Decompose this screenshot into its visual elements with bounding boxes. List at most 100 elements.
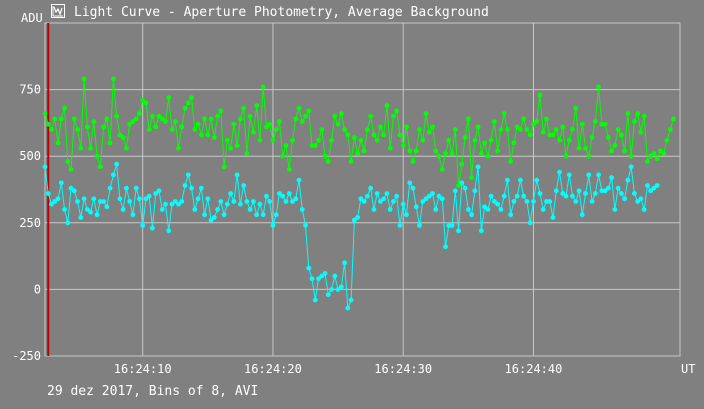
data-point — [45, 191, 51, 196]
data-point — [462, 185, 468, 191]
data-point — [163, 201, 168, 207]
data-point — [351, 135, 357, 140]
data-point — [133, 116, 139, 122]
data-point — [264, 193, 269, 199]
data-point — [443, 244, 448, 250]
data-point — [299, 119, 305, 124]
data-point — [97, 164, 103, 170]
data-point — [185, 172, 191, 178]
data-point — [589, 199, 595, 204]
data-point — [81, 76, 87, 82]
data-point — [179, 124, 185, 130]
data-point — [384, 103, 390, 108]
data-point — [498, 127, 504, 132]
data-point — [638, 129, 644, 135]
data-point — [472, 188, 478, 194]
data-point — [358, 196, 364, 202]
data-point — [78, 215, 84, 220]
data-point — [117, 132, 123, 138]
data-point — [348, 297, 354, 303]
data-point — [482, 204, 488, 210]
data-point — [267, 121, 273, 127]
data-point — [228, 191, 234, 196]
data-point — [400, 201, 406, 207]
data-point — [153, 124, 159, 130]
data-point — [527, 220, 533, 226]
data-point — [332, 113, 338, 119]
data-point — [638, 196, 644, 202]
data-point — [101, 199, 107, 204]
data-point — [156, 188, 162, 194]
data-point — [107, 140, 113, 146]
data-point — [338, 111, 344, 116]
data-point — [348, 159, 354, 164]
data-point — [446, 137, 452, 143]
data-point — [150, 225, 155, 231]
data-point — [430, 191, 435, 196]
data-point — [439, 196, 445, 202]
data-point — [218, 108, 224, 114]
data-point — [124, 145, 129, 151]
data-point — [420, 137, 426, 143]
data-point — [62, 207, 67, 212]
data-point — [417, 223, 422, 228]
data-point — [391, 113, 396, 119]
y-tick-label: 250 — [19, 216, 41, 230]
data-point — [404, 212, 409, 218]
data-point — [605, 135, 611, 140]
data-point — [358, 137, 364, 143]
axes — [44, 22, 681, 357]
data-point — [55, 196, 61, 202]
data-point — [218, 199, 224, 204]
data-point — [104, 204, 110, 210]
data-point — [215, 113, 220, 119]
data-point — [221, 164, 227, 170]
x-tick-label: 16:24:40 — [505, 362, 563, 376]
data-point — [303, 113, 308, 119]
data-point — [198, 185, 204, 191]
data-point — [120, 207, 126, 212]
data-point — [609, 148, 615, 154]
data-point — [55, 140, 61, 146]
data-point — [436, 193, 442, 199]
data-point — [244, 151, 250, 156]
data-point — [290, 137, 295, 143]
data-point — [648, 188, 654, 194]
data-point — [62, 105, 67, 111]
data-point — [641, 207, 647, 212]
series-line — [44, 78, 674, 186]
y-tick-label: -250 — [12, 349, 41, 363]
data-point — [68, 185, 74, 191]
data-point — [319, 127, 325, 132]
data-point — [325, 159, 331, 164]
data-point — [521, 193, 527, 199]
data-point — [433, 148, 439, 154]
data-point — [52, 199, 58, 204]
data-point — [488, 193, 494, 199]
data-point — [417, 127, 422, 132]
data-point — [586, 172, 592, 178]
data-point — [482, 140, 488, 146]
data-point — [107, 185, 113, 191]
data-point — [270, 137, 276, 143]
x-tick-label: 16:24:20 — [244, 362, 302, 376]
data-point — [508, 159, 514, 164]
data-point — [172, 119, 178, 124]
data-point — [374, 191, 380, 196]
x-tick-label: 16:24:10 — [114, 362, 172, 376]
light-curve-app-icon[interactable] — [51, 4, 65, 18]
data-point — [293, 196, 299, 202]
data-point — [615, 127, 621, 132]
data-point — [355, 151, 361, 156]
data-series — [42, 76, 676, 311]
title-bar: Light Curve - Aperture Photometry, Avera… — [0, 0, 704, 24]
data-point — [501, 111, 507, 116]
data-point — [251, 129, 256, 135]
data-point — [101, 124, 107, 130]
data-point — [49, 127, 54, 132]
data-point — [110, 172, 116, 178]
data-point — [361, 199, 367, 204]
data-point — [68, 167, 74, 172]
data-point — [651, 151, 657, 156]
data-point — [309, 276, 315, 282]
